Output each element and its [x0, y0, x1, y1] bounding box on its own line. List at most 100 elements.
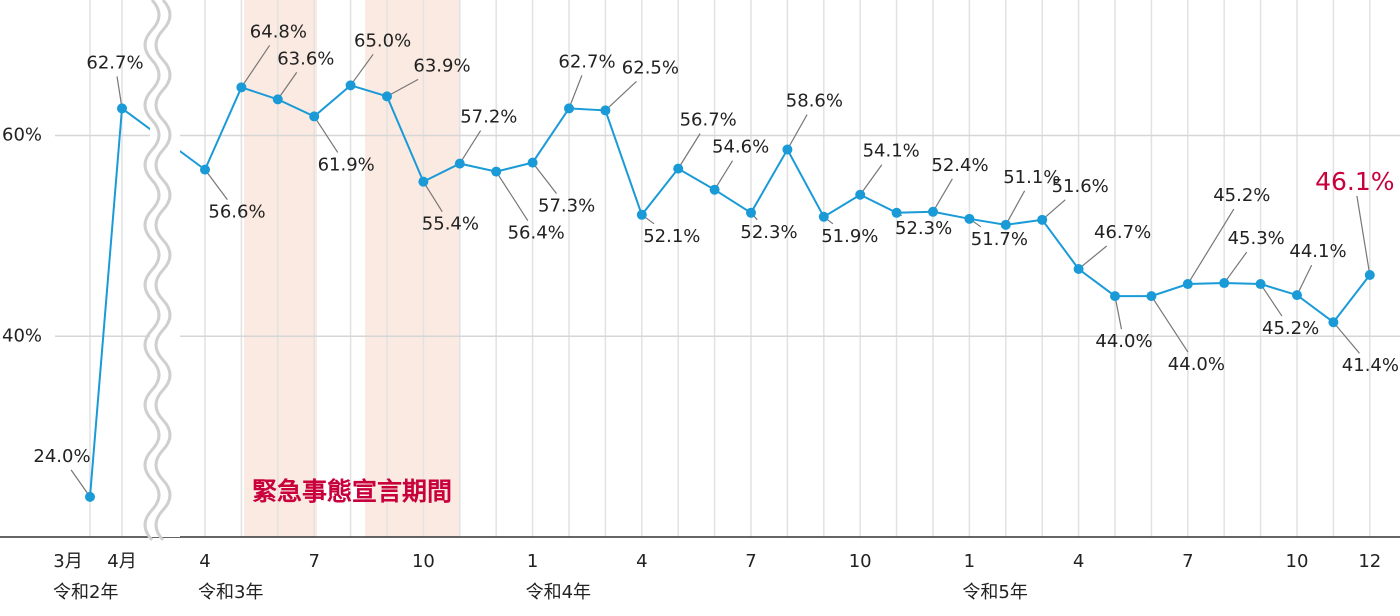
leader-line	[1260, 283, 1283, 317]
value-label: 51.6%	[1052, 176, 1109, 197]
x-tick-label: 4	[636, 551, 647, 572]
data-point	[1219, 278, 1230, 289]
leader-line	[714, 160, 734, 191]
leader-line	[677, 133, 701, 169]
data-point	[709, 184, 720, 195]
data-point	[117, 103, 127, 114]
leader-line	[568, 75, 583, 109]
x-tick-label: 7	[1182, 551, 1193, 572]
data-point	[418, 176, 429, 187]
y-tick-label: 40%	[2, 325, 42, 346]
data-point	[1146, 291, 1157, 302]
value-label: 45.2%	[1213, 185, 1270, 206]
value-label: 52.1%	[643, 226, 700, 247]
year-label: 令和2年	[53, 582, 118, 603]
leader-line	[386, 78, 419, 97]
leader-line	[204, 169, 228, 200]
value-label: 62.7%	[86, 52, 143, 73]
x-tick-label: 10	[412, 551, 435, 572]
leader-line	[1356, 195, 1371, 276]
value-label: 57.2%	[460, 107, 517, 128]
value-label: 44.0%	[1095, 331, 1152, 352]
leader-line	[313, 116, 339, 153]
x-tick-label: 1	[964, 551, 975, 572]
data-point	[1037, 214, 1048, 225]
axis-break-line	[154, 0, 172, 542]
value-label: 65.0%	[354, 30, 411, 51]
value-label: 57.3%	[538, 196, 595, 217]
value-label: 24.0%	[33, 446, 90, 467]
value-label: 51.7%	[971, 229, 1028, 250]
data-point	[1292, 290, 1302, 301]
data-point	[746, 207, 756, 218]
value-label: 51.9%	[821, 226, 878, 247]
value-label: 54.6%	[712, 137, 769, 158]
value-label: 64.8%	[250, 21, 307, 42]
value-label: 46.1%	[1315, 167, 1394, 196]
leader-line	[532, 162, 558, 194]
leader-line	[116, 76, 123, 109]
data-point	[600, 105, 611, 116]
leader-line	[1150, 295, 1189, 353]
data-point	[454, 158, 465, 169]
data-point	[1110, 291, 1120, 302]
data-point	[928, 206, 938, 217]
value-label: 63.9%	[413, 55, 470, 76]
x-tick-label: 10	[849, 551, 872, 572]
leader-line	[495, 171, 529, 221]
leader-line	[859, 164, 883, 196]
value-label: 44.1%	[1289, 241, 1346, 262]
leader-line	[277, 72, 298, 100]
data-point	[345, 80, 356, 91]
year-label: 令和4年	[526, 582, 591, 603]
leader-line	[786, 114, 808, 150]
data-point	[891, 207, 902, 218]
data-point	[1182, 279, 1193, 290]
leader-line	[1005, 190, 1026, 226]
value-label: 52.3%	[895, 218, 952, 239]
x-tick-label: 12	[1358, 551, 1381, 572]
value-label: 56.4%	[508, 223, 565, 244]
value-label: 56.7%	[680, 110, 737, 131]
year-label: 令和5年	[962, 582, 1027, 603]
leader-line	[1187, 208, 1235, 285]
data-point	[1328, 317, 1339, 328]
leader-line	[604, 80, 637, 111]
data-point	[272, 94, 283, 105]
leader-line	[1041, 199, 1066, 221]
leader-line	[1332, 321, 1360, 354]
data-point	[564, 103, 574, 114]
data-point	[1073, 264, 1084, 275]
value-label: 61.9%	[318, 154, 375, 175]
data-point	[382, 91, 392, 102]
leader-line	[932, 178, 953, 213]
x-tick-label: 4	[199, 551, 210, 572]
value-label: 54.1%	[863, 141, 920, 162]
value-label: 58.6%	[786, 91, 843, 112]
data-point	[236, 82, 247, 93]
value-label: 52.3%	[740, 222, 797, 243]
x-tick-label: 1	[527, 551, 538, 572]
data-point	[673, 163, 684, 174]
x-tick-label: 10	[1286, 551, 1309, 572]
value-label: 62.7%	[558, 51, 615, 72]
value-label: 46.7%	[1094, 222, 1151, 243]
data-point	[818, 211, 829, 222]
x-tick-label: 4月	[107, 551, 136, 572]
shaded-period	[365, 0, 460, 537]
leader-line	[459, 130, 482, 164]
x-tick-label: 7	[308, 551, 319, 572]
shaded-period	[244, 0, 317, 537]
value-label: 55.4%	[422, 214, 479, 235]
leader-line	[1078, 245, 1108, 270]
data-point	[1364, 270, 1375, 281]
value-label: 44.0%	[1168, 354, 1225, 375]
leader-line	[1296, 264, 1313, 296]
value-label: 63.6%	[277, 48, 334, 69]
axis-break-line	[143, 0, 161, 542]
leader-line	[1223, 251, 1248, 284]
value-label: 62.5%	[622, 57, 679, 78]
x-tick-label: 7	[745, 551, 756, 572]
y-tick-label: 60%	[2, 125, 42, 146]
